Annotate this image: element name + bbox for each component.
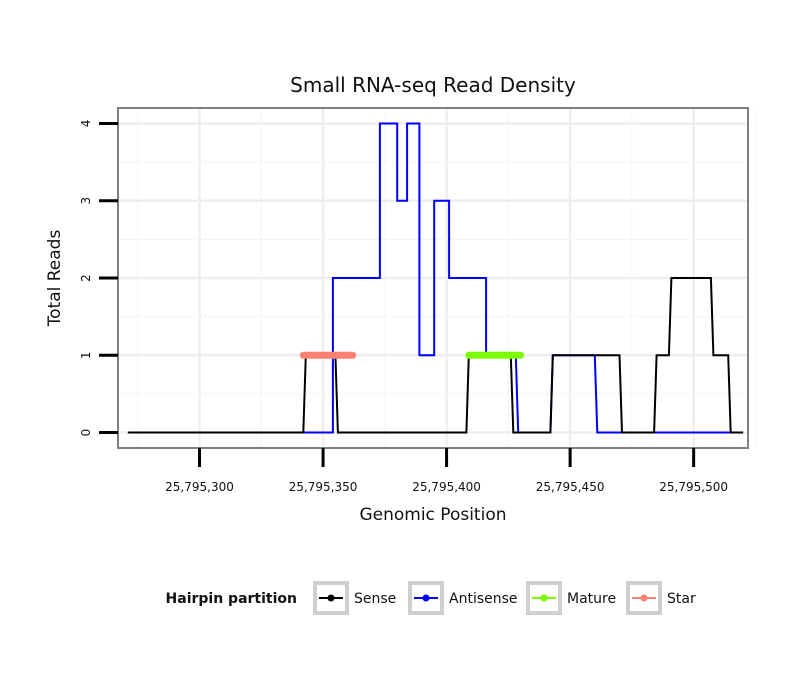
legend-entry-mature: Mature — [526, 581, 616, 615]
y-tick-label: 1 — [79, 351, 93, 359]
x-tick-label: 25,795,300 — [165, 480, 234, 494]
legend-entry-sense: Sense — [313, 581, 396, 615]
x-tick-label: 25,795,500 — [659, 480, 728, 494]
legend-entry-star: Star — [626, 581, 696, 615]
y-axis-label: Total Reads — [45, 230, 65, 328]
x-tick-label: 25,795,450 — [536, 480, 605, 494]
legend: Hairpin partition Sense Antisense Mature St… — [166, 581, 696, 615]
legend-label: Antisense — [449, 591, 518, 607]
grid — [119, 109, 756, 447]
legend-key-point — [422, 594, 430, 602]
series-sense-line — [127, 277, 744, 434]
legend-entry-antisense: Antisense — [408, 581, 518, 615]
y-tick-label: 0 — [79, 429, 93, 437]
x-axis-label: Genomic Position — [359, 505, 506, 525]
legend-label: Mature — [567, 591, 616, 607]
y-tick-label: 2 — [79, 274, 93, 282]
legend-key-point — [640, 594, 648, 602]
x-axis: 25,795,300 25,795,350 25,795,400 25,795,450… — [165, 448, 728, 494]
legend-key-point — [327, 594, 335, 602]
legend-label: Sense — [354, 591, 396, 607]
legend-key-point — [540, 594, 548, 602]
legend-label: Star — [667, 591, 696, 607]
x-tick-label: 25,795,400 — [412, 480, 481, 494]
y-tick-label: 3 — [79, 197, 93, 205]
series-layer — [127, 122, 744, 434]
y-tick-label: 4 — [79, 120, 93, 128]
y-axis: 0 1 2 3 4 — [79, 120, 118, 437]
legend-title: Hairpin partition — [166, 591, 297, 607]
x-tick-label: 25,795,350 — [289, 480, 358, 494]
legend-key-box — [626, 581, 662, 615]
chart-title: Small RNA-seq Read Density — [290, 73, 576, 97]
